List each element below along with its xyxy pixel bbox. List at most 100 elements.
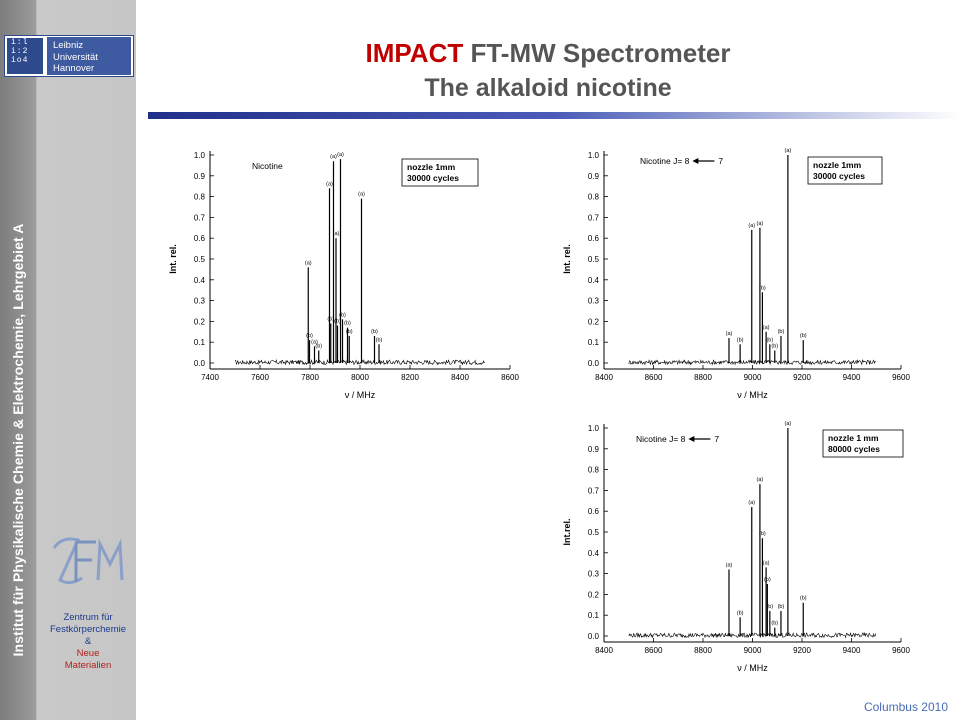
logo-text-line: Hannover bbox=[53, 63, 95, 74]
peak-label: (a) bbox=[748, 500, 755, 506]
peak-label: (a) bbox=[763, 560, 770, 566]
y-tick-label: 1.0 bbox=[588, 424, 600, 433]
x-tick-label: 8200 bbox=[401, 373, 419, 382]
y-tick-label: 0.6 bbox=[194, 234, 206, 243]
slide-subtitle: The alkaloid nicotine bbox=[424, 74, 672, 102]
x-tick-label: 9400 bbox=[843, 373, 861, 382]
peak-label: (b) bbox=[778, 604, 785, 610]
x-axis-label: ν / MHz bbox=[345, 390, 376, 400]
logo-text-line: Leibniz bbox=[53, 40, 84, 51]
title-highlight: IMPACT bbox=[365, 38, 464, 68]
y-tick-label: 0.7 bbox=[588, 486, 600, 495]
peak-label: (b) bbox=[800, 333, 807, 339]
x-tick-label: 9000 bbox=[744, 373, 762, 382]
peak-label: (b) bbox=[759, 531, 766, 537]
spectrum-baseline bbox=[234, 358, 486, 366]
title-rest: FT-MW Spectrometer bbox=[463, 38, 731, 68]
y-tick-label: 0.9 bbox=[588, 172, 600, 181]
center-logo-line: Zentrum für bbox=[63, 612, 113, 623]
peak-label: (b) bbox=[344, 321, 351, 327]
y-tick-label: 0.0 bbox=[588, 632, 600, 641]
x-axis-label: ν / MHz bbox=[737, 390, 768, 400]
center-logo-line: & bbox=[84, 636, 92, 647]
peak-label: (a) bbox=[326, 181, 333, 187]
y-tick-label: 0.6 bbox=[588, 234, 600, 243]
y-tick-label: 0.7 bbox=[194, 213, 206, 222]
y-tick-label: 0.4 bbox=[588, 276, 600, 285]
y-tick-label: 0.3 bbox=[194, 297, 206, 306]
y-tick-label: 0.2 bbox=[588, 590, 600, 599]
spectrum-label: Nicotine bbox=[252, 161, 283, 171]
y-tick-label: 0.1 bbox=[194, 338, 206, 347]
y-tick-label: 0.0 bbox=[588, 359, 600, 368]
y-tick-label: 0.2 bbox=[194, 317, 206, 326]
peak-label: (b) bbox=[339, 312, 346, 318]
y-tick-label: 0.8 bbox=[588, 466, 600, 475]
x-tick-label: 9200 bbox=[793, 373, 811, 382]
center-logo-line: Neue bbox=[76, 648, 100, 659]
legend-line: 30000 cycles bbox=[813, 171, 865, 181]
logo-mark-line: i:l bbox=[11, 38, 29, 47]
spectrum-label: Nicotine J= 8 bbox=[640, 156, 690, 166]
y-tick-label: 0.9 bbox=[588, 445, 600, 454]
center-logo-text: Zentrum für Festkörperchemie & Neue Mate… bbox=[38, 612, 138, 672]
legend-line: nozzle 1mm bbox=[813, 160, 862, 170]
legend-line: nozzle 1 mm bbox=[828, 433, 879, 443]
peak-label: (a) bbox=[757, 477, 764, 483]
peak-label: (a) bbox=[726, 331, 733, 337]
y-tick-label: 0.4 bbox=[588, 549, 600, 558]
y-tick-label: 0.0 bbox=[194, 359, 206, 368]
transition-arrow-head bbox=[692, 158, 699, 164]
peak-label: (b) bbox=[315, 344, 322, 350]
peak-label: (a) bbox=[757, 221, 764, 227]
slide-title: IMPACT FT-MW Spectrometer bbox=[136, 38, 960, 69]
y-tick-label: 0.5 bbox=[194, 255, 206, 264]
legend-box bbox=[822, 429, 904, 458]
x-tick-label: 8800 bbox=[694, 373, 712, 382]
university-logo-text: Leibniz Universität Hannover bbox=[47, 37, 131, 75]
y-tick-label: 0.8 bbox=[588, 193, 600, 202]
x-tick-label: 7800 bbox=[301, 373, 319, 382]
x-tick-label: 8800 bbox=[694, 646, 712, 655]
spectrum-label-end: 7 bbox=[714, 434, 719, 444]
peak-label: (a) bbox=[311, 339, 318, 345]
peak-label: (b) bbox=[737, 610, 744, 616]
x-tick-label: 9400 bbox=[843, 646, 861, 655]
chart-nicotine-j8-30000: 0.0 0.1 0.2 0.3 0.4 0.5 0.6 0.7 0.8 0.9 1.0 8400 860… bbox=[536, 120, 921, 410]
peak-label: (a) bbox=[358, 192, 365, 198]
y-tick-label: 0.2 bbox=[588, 317, 600, 326]
peak-label: (b) bbox=[764, 577, 771, 583]
sidebar-strip bbox=[0, 0, 36, 720]
y-tick-label: 0.5 bbox=[588, 255, 600, 264]
y-tick-label: 1.0 bbox=[194, 151, 206, 160]
y-tick-label: 0.1 bbox=[588, 611, 600, 620]
legend-line: nozzle 1mm bbox=[407, 162, 456, 172]
peak-label: (b) bbox=[771, 621, 778, 627]
peak-label: (a) bbox=[333, 231, 340, 237]
y-tick-label: 0.4 bbox=[194, 276, 206, 285]
institute-name: Institut für Physikalische Chemie & Elek… bbox=[10, 223, 26, 657]
x-tick-label: 9200 bbox=[793, 646, 811, 655]
x-tick-label: 9600 bbox=[892, 373, 910, 382]
x-tick-label: 9000 bbox=[744, 646, 762, 655]
center-logo-line: Festkörperchemie bbox=[49, 624, 127, 635]
peak-label: (b) bbox=[371, 329, 378, 335]
peak-label: (b) bbox=[759, 285, 766, 291]
y-tick-label: 0.7 bbox=[588, 213, 600, 222]
x-tick-label: 8000 bbox=[351, 373, 369, 382]
peak-label: (b) bbox=[334, 319, 341, 325]
y-axis-label: Int. rel. bbox=[168, 244, 178, 274]
x-tick-label: 7400 bbox=[201, 373, 219, 382]
x-tick-label: 9600 bbox=[892, 646, 910, 655]
peak-label: (b) bbox=[800, 596, 807, 602]
university-logo-mark: i:l i:2 io4 bbox=[7, 38, 43, 74]
legend-line: 80000 cycles bbox=[828, 444, 880, 454]
x-tick-label: 8400 bbox=[451, 373, 469, 382]
peak-label: (a) bbox=[337, 152, 344, 158]
legend-box bbox=[401, 158, 479, 187]
transition-arrow-head bbox=[688, 436, 695, 442]
peak-label: (a) bbox=[748, 223, 755, 229]
title-rule bbox=[148, 112, 960, 119]
university-logo: i:l i:2 io4 Leibniz Universität Hannover bbox=[4, 35, 134, 77]
y-tick-label: 0.3 bbox=[588, 570, 600, 579]
